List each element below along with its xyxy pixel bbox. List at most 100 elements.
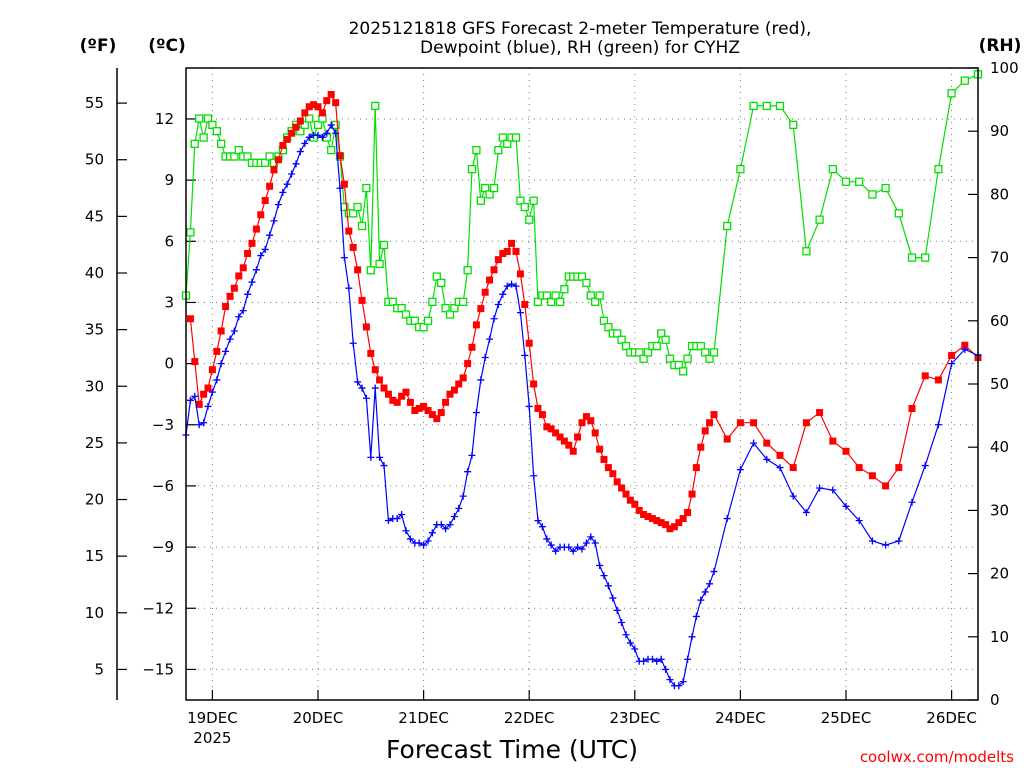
celsius-tick-label: 0	[164, 355, 174, 373]
temperature-point	[279, 141, 287, 149]
temperature-point	[204, 384, 212, 392]
temperature-point	[468, 343, 476, 351]
relative-humidity-point	[485, 190, 494, 199]
dewpoint-point	[208, 388, 216, 396]
dewpoint-point	[477, 376, 485, 384]
dewpoint-point	[569, 547, 577, 555]
relative-humidity-point	[489, 183, 499, 193]
dewpoint-point	[354, 378, 362, 386]
temperature-point	[239, 264, 247, 272]
temperature-point	[895, 464, 903, 472]
celsius-axis: −15 −12 −9 −6 −3 0 3 6 9 12	[142, 110, 196, 678]
temperature-point	[305, 103, 313, 111]
temperature-point	[406, 398, 414, 406]
temperature-point	[252, 225, 260, 233]
dewpoint-point	[697, 596, 705, 604]
dewpoint-point	[552, 547, 560, 555]
dewpoint-point	[679, 678, 687, 686]
dewpoint-point	[244, 290, 252, 298]
relative-humidity-point	[300, 120, 309, 130]
time-tick-label: 20DEC	[293, 709, 344, 727]
rh-tick-label: 10	[990, 628, 1009, 646]
temperature-point	[446, 390, 454, 398]
temperature-point	[736, 419, 744, 427]
temperature-point	[679, 515, 687, 523]
relative-humidity-point	[296, 127, 305, 136]
temperature-point	[371, 366, 379, 374]
dewpoint-point	[371, 384, 379, 392]
temperature-point	[222, 303, 230, 311]
series-layer	[181, 70, 983, 690]
dewpoint-point	[384, 517, 392, 525]
dewpoint-point	[816, 484, 824, 492]
dewpoint-point	[908, 498, 916, 506]
temperature-point	[270, 166, 278, 174]
dewpoint-point	[345, 284, 353, 292]
relative-humidity-point	[828, 164, 837, 174]
temperature-point	[723, 435, 731, 443]
rh-tick-label: 90	[990, 122, 1009, 140]
dewpoint-point	[631, 645, 639, 653]
dewpoint-point	[948, 360, 956, 368]
temperature-point	[684, 508, 692, 516]
temperature-point	[587, 417, 595, 425]
temperature-point	[648, 515, 656, 523]
temperature-point	[323, 97, 331, 105]
relative-humidity-point	[643, 348, 653, 357]
dewpoint-point	[750, 439, 758, 447]
relative-humidity-point	[410, 316, 419, 325]
temperature-point	[389, 396, 397, 404]
temperature-point	[582, 413, 590, 421]
time-tick-label: 21DEC	[398, 709, 449, 727]
relative-humidity-point	[881, 183, 890, 193]
relative-humidity-point	[617, 335, 626, 344]
dewpoint-point	[591, 539, 599, 547]
dewpoint-point	[393, 515, 401, 523]
dewpoint-point	[525, 402, 533, 410]
relative-humidity-point	[366, 266, 375, 275]
dewpoint-point	[604, 582, 612, 590]
relative-humidity-point	[577, 272, 587, 281]
temperature-point	[530, 380, 538, 388]
dewpoint-point	[565, 543, 573, 551]
dewpoint-point	[318, 133, 326, 141]
dewpoint-point	[248, 278, 256, 286]
dewpoint-point	[499, 290, 507, 298]
temperature-point	[191, 358, 199, 366]
relative-humidity-point	[362, 183, 371, 193]
relative-humidity-point	[696, 341, 705, 351]
dewpoint-point	[288, 170, 296, 178]
rh-tick-label: 0	[990, 691, 1000, 709]
relative-humidity-point	[749, 101, 758, 111]
temperature-point	[376, 376, 384, 384]
dewpoint-point	[868, 537, 876, 545]
relative-humidity-point	[437, 278, 446, 288]
relative-humidity-point	[841, 177, 851, 186]
dewpoint-point	[446, 521, 454, 529]
fahrenheit-tick-label: 40	[85, 264, 104, 282]
temperature-point	[701, 427, 709, 435]
temperature-point	[424, 407, 432, 415]
dewpoint-point	[490, 315, 498, 323]
dewpoint-point	[587, 533, 595, 541]
dewpoint-point	[547, 541, 555, 549]
temperature-point	[622, 490, 630, 498]
relative-humidity-point	[582, 278, 591, 288]
dewpoint-point	[543, 535, 551, 543]
temperature-point	[697, 443, 705, 451]
dewpoint-point	[882, 541, 890, 549]
relative-humidity-point	[467, 164, 477, 174]
temperature-point	[332, 99, 340, 107]
temperature-point	[908, 404, 916, 412]
dewpoint-point	[367, 453, 375, 461]
temperature-point	[398, 392, 406, 400]
dewpoint-point	[450, 513, 458, 521]
dewpoint-point	[270, 217, 278, 225]
dewpoint-point	[340, 254, 348, 262]
temperature-point	[428, 411, 436, 419]
relative-humidity-point	[595, 291, 604, 300]
temperature-point	[556, 433, 564, 441]
temperature-point	[961, 341, 969, 349]
celsius-tick-label: 3	[164, 293, 174, 311]
relative-humidity-point	[604, 322, 613, 332]
